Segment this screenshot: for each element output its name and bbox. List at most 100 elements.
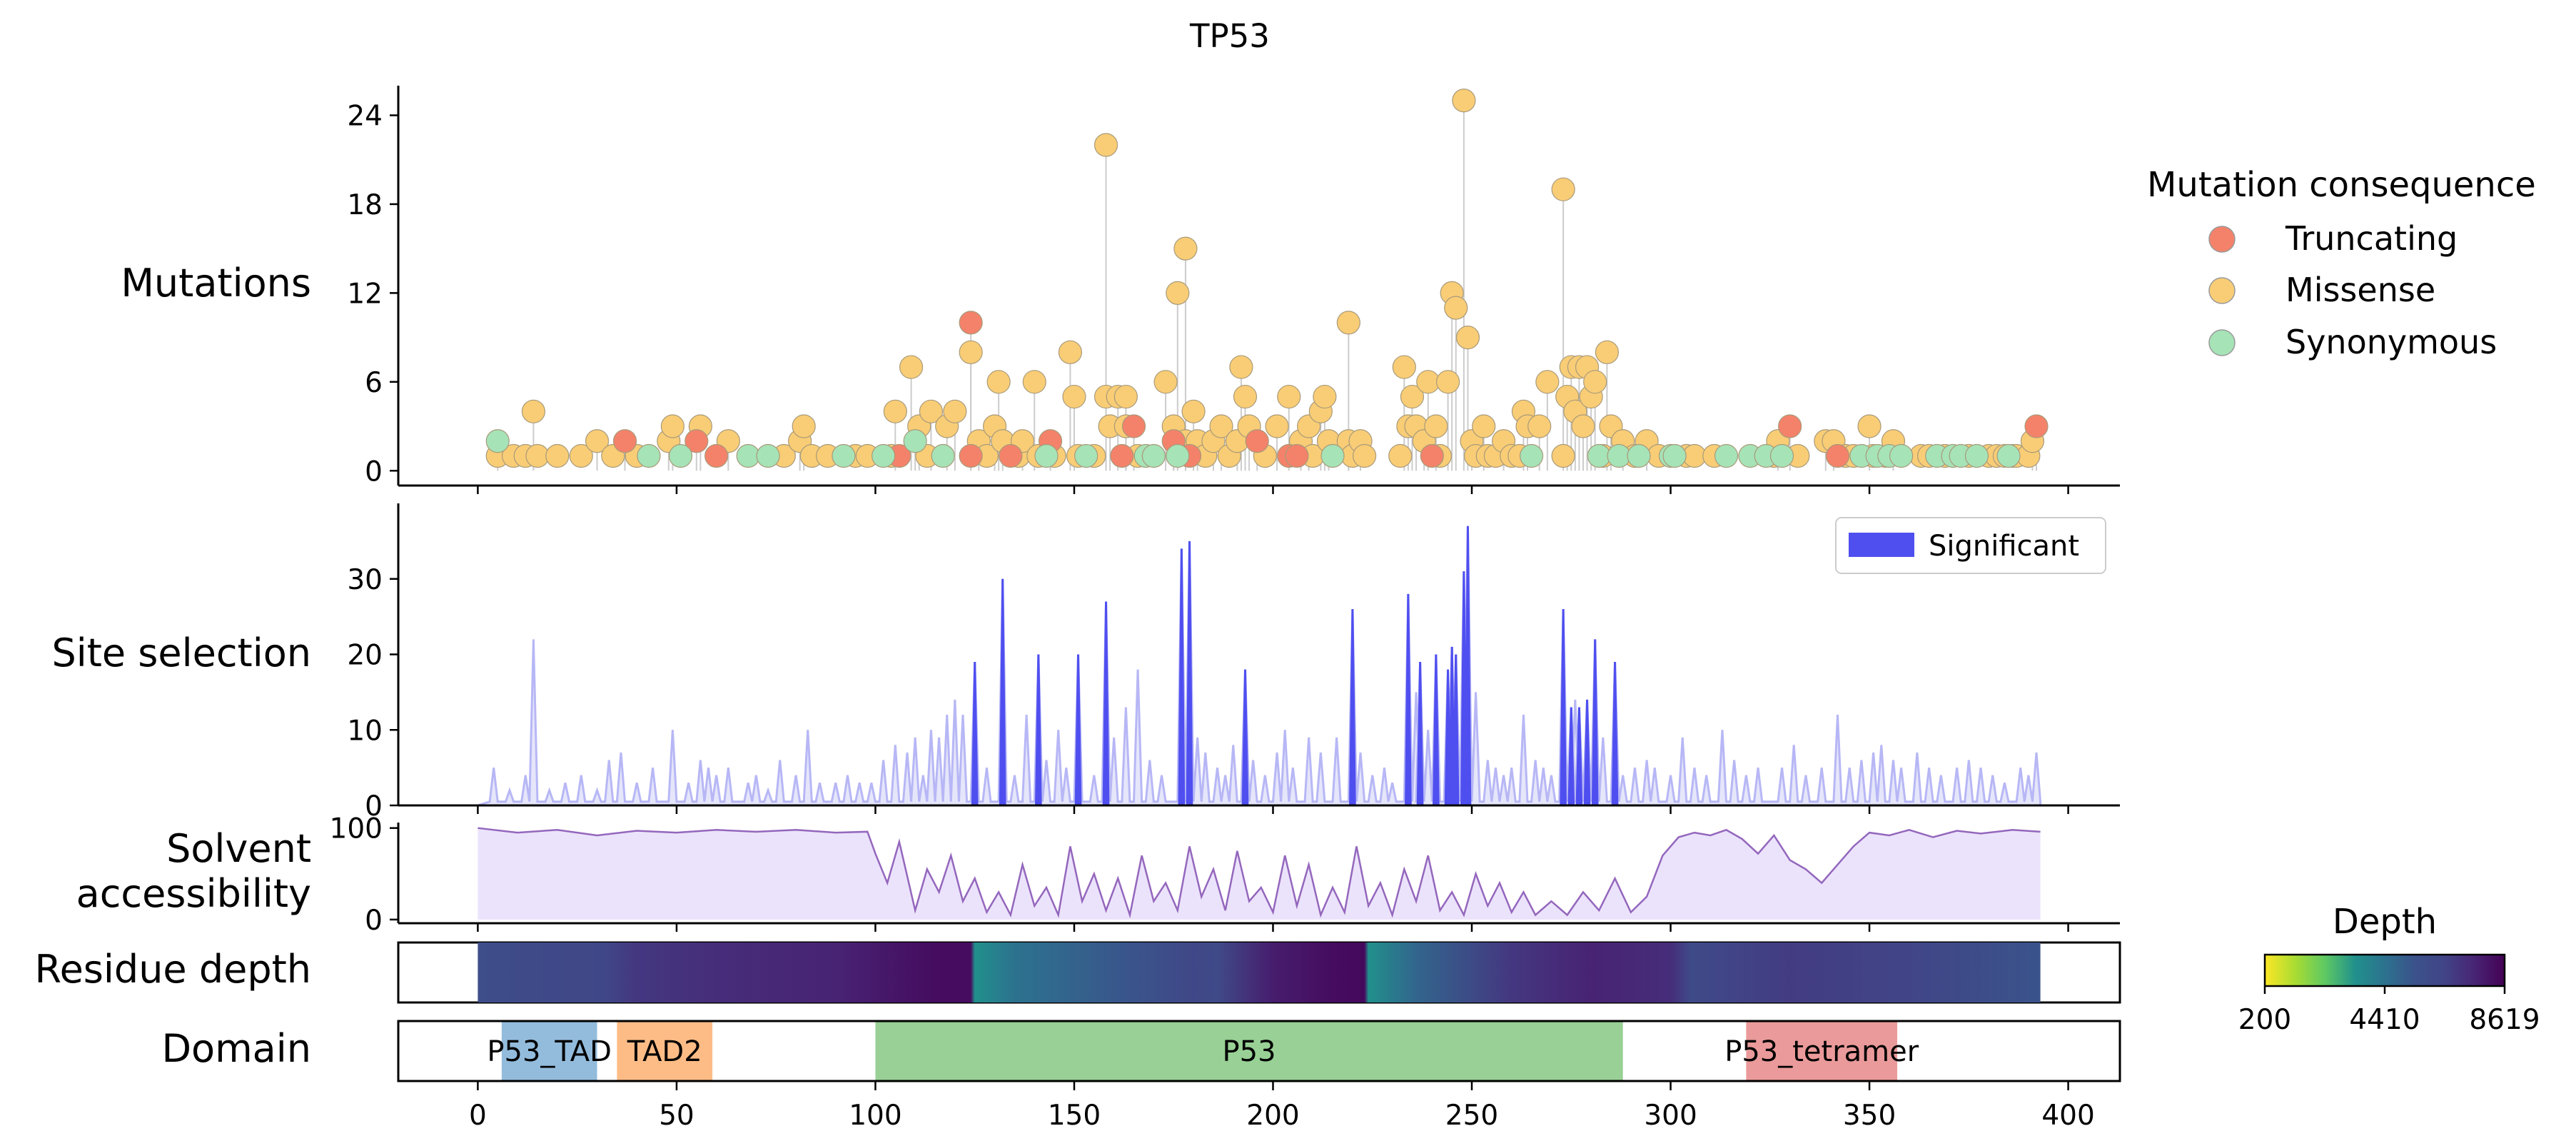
x-tick-label: 0: [469, 1100, 487, 1132]
mutation-point-synonymous: [871, 443, 896, 468]
mutation-point-missense: [1444, 296, 1468, 320]
residue-depth-heatmap: [478, 943, 2041, 1002]
mutation-point-missense: [883, 399, 907, 423]
mutations-y-tick-label: 0: [365, 456, 383, 488]
mutation-point-truncating: [959, 443, 983, 468]
mutation-point-synonymous: [832, 443, 856, 468]
row-label-solvent-line1: Solvent: [166, 826, 311, 871]
depth-colorbar: Depth 200 4410 8619: [2238, 902, 2540, 1036]
mutation-point-missense: [899, 355, 924, 379]
solvent-accessibility-axes: 0 100: [330, 813, 2120, 937]
site-selection-y-tick-label: 10: [347, 715, 383, 747]
mutation-point-truncating: [2024, 414, 2049, 438]
mutation-point-missense: [1277, 384, 1301, 409]
row-label-residue-depth: Residue depth: [34, 947, 311, 992]
mutation-point-synonymous: [637, 443, 661, 468]
site-selection-panel: 0 10 20 30 Significant: [347, 503, 2120, 823]
domain-block: [617, 1021, 713, 1081]
site-selection-axes: 0 10 20 30: [347, 503, 2120, 823]
solvent-accessibility-y-tick-label: 100: [330, 813, 383, 845]
mutation-point-missense: [525, 443, 550, 468]
mutation-point-synonymous: [903, 429, 927, 453]
x-tick-label: 300: [1644, 1100, 1697, 1132]
mutation-point-truncating: [685, 429, 709, 453]
mutation-point-missense: [1571, 414, 1595, 438]
x-tick-label: 100: [849, 1100, 901, 1132]
mutation-point-missense: [943, 399, 967, 423]
mutation-point-missense: [1424, 414, 1448, 438]
domain-frame: [397, 1020, 2121, 1082]
row-label-solvent-line2: accessibility: [76, 871, 311, 916]
mutation-point-synonymous: [1587, 443, 1611, 468]
x-tick-label: 200: [1246, 1100, 1299, 1132]
x-tick-label: 150: [1048, 1100, 1101, 1132]
colorbar-tick-label-min: 200: [2238, 1004, 2291, 1036]
mutation-point-synonymous: [1889, 443, 1914, 468]
significant-legend: Significant: [1835, 517, 2106, 574]
domain-label: P53_tetramer: [1724, 1035, 1919, 1068]
significant-legend-label: Significant: [1929, 530, 2079, 563]
mutation-point-truncating: [704, 443, 729, 468]
mutation-point-synonymous: [1074, 443, 1098, 468]
mutation-point-missense: [792, 414, 816, 438]
mutation-point-missense: [1551, 443, 1575, 468]
mutation-point-missense: [1527, 414, 1552, 438]
mutation-point-missense: [1392, 355, 1416, 379]
mutation-point-synonymous: [1320, 443, 1345, 468]
mutations-axes: 0 6 12 18 24: [347, 86, 2120, 494]
domain-label: TAD2: [627, 1035, 702, 1068]
solvent-accessibility-panel: 0 100: [330, 813, 2120, 937]
legend-missense-marker: [2208, 277, 2236, 304]
x-tick-label: 250: [1445, 1100, 1498, 1132]
domain-block: [1746, 1021, 1898, 1081]
significant-legend-frame: [1835, 517, 2106, 574]
mutation-point-missense: [1551, 177, 1575, 201]
mutation-point-truncating: [959, 311, 983, 335]
mutation-point-synonymous: [1996, 443, 2021, 468]
site-selection-y-tick-label: 20: [347, 640, 383, 672]
domain-marks: P53_TAD TAD2 P53 P53_tetramer: [487, 1021, 1919, 1081]
mutation-point-missense: [1265, 414, 1289, 438]
mutation-point-missense: [1388, 443, 1413, 468]
significant-legend-swatch: [1849, 533, 1914, 557]
legend-truncating-marker: [2208, 226, 2236, 253]
solvent-accessibility-y-tick-label: 0: [365, 905, 383, 937]
mutation-point-synonymous: [1662, 443, 1687, 468]
mutation-point-missense: [1113, 384, 1138, 409]
domain-label: P53: [1223, 1035, 1276, 1068]
domain-label: P53_TAD: [487, 1035, 612, 1068]
mutation-point-missense: [521, 399, 545, 423]
x-tick-label: 400: [2041, 1100, 2094, 1132]
legend-missense-label: Missense: [2285, 271, 2435, 309]
legend-synonymous-label: Synonymous: [2285, 323, 2497, 361]
row-label-site-selection: Site selection: [51, 630, 311, 675]
colorbar-tick-label-mid: 4410: [2349, 1004, 2420, 1036]
legend-title: Mutation consequence: [2147, 165, 2536, 205]
mutations-panel: 0 6 12 18 24: [347, 86, 2120, 494]
colorbar-title: Depth: [2333, 902, 2437, 942]
mutation-point-missense: [1062, 384, 1086, 409]
mutation-point-missense: [1181, 399, 1206, 423]
mutation-point-missense: [1022, 370, 1046, 394]
colorbar-tick-label-max: 8619: [2469, 1004, 2540, 1036]
colorbar-gradient: [2263, 953, 2506, 987]
mutation-point-missense: [1595, 340, 1620, 364]
mutation-point-truncating: [612, 429, 637, 453]
mutation-point-missense: [1535, 370, 1560, 394]
mutations-y-tick-label: 24: [347, 100, 383, 132]
mutation-point-synonymous: [1714, 443, 1739, 468]
figure-title: TP53: [1189, 17, 1270, 55]
mutation-point-missense: [569, 443, 593, 468]
mutation-point-missense: [1583, 370, 1607, 394]
site-selection-y-tick-label: 0: [365, 790, 383, 823]
solvent-accessibility-line: [478, 827, 2041, 919]
mutation-point-synonymous: [1627, 443, 1651, 468]
mutation-point-missense: [1682, 443, 1707, 468]
mutation-points: [485, 89, 2049, 468]
x-tick-label: 50: [659, 1100, 694, 1132]
site-selection-area: [478, 526, 2041, 805]
mutation-point-synonymous: [736, 443, 760, 468]
mutation-point-missense: [545, 443, 570, 468]
site-selection-y-tick-label: 30: [347, 564, 383, 596]
